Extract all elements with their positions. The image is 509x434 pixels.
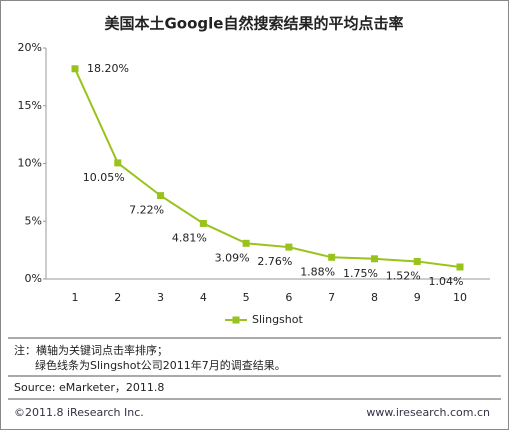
x-tick-label: 9 <box>414 291 421 304</box>
marker <box>370 255 378 263</box>
y-tick-label: 15% <box>18 99 42 112</box>
y-tick-label: 5% <box>25 214 42 227</box>
x-tick-label: 10 <box>453 291 467 304</box>
legend-marker <box>232 316 240 324</box>
marker <box>413 257 421 265</box>
data-label: 1.88% <box>300 265 335 278</box>
x-tick-label: 1 <box>72 291 79 304</box>
chart-title: 美国本土Google自然搜索结果的平均点击率 <box>105 15 404 33</box>
data-label: 3.09% <box>215 251 250 264</box>
data-label: 4.81% <box>172 231 207 244</box>
source: Source: eMarketer，2011.8 <box>14 381 164 394</box>
x-tick-label: 5 <box>243 291 250 304</box>
data-label: 1.52% <box>386 269 421 282</box>
marker <box>157 192 165 200</box>
marker <box>242 239 250 247</box>
y-tick-label: 10% <box>18 157 42 170</box>
data-label: 1.75% <box>343 267 378 280</box>
copyright: ©2011.8 iResearch Inc. <box>14 406 144 419</box>
marker <box>71 65 79 73</box>
marker <box>456 263 464 271</box>
data-label: 18.20% <box>87 62 129 75</box>
y-tick-label: 0% <box>25 272 42 285</box>
x-tick-label: 4 <box>200 291 207 304</box>
url: www.iresearch.com.cn <box>366 406 490 419</box>
data-label: 2.76% <box>257 255 292 268</box>
series-line <box>74 68 461 268</box>
data-label: 10.05% <box>83 171 125 184</box>
note: 注：横轴为关键词点击率排序； <box>14 343 168 357</box>
x-tick-label: 6 <box>285 291 292 304</box>
x-tick-label: 3 <box>157 291 164 304</box>
note: 绿色线条为Slingshot公司2011年7月的调查结果。 <box>35 358 286 372</box>
legend-label: Slingshot <box>252 313 303 326</box>
x-tick-label: 7 <box>328 291 335 304</box>
x-tick-label: 8 <box>371 291 378 304</box>
marker <box>328 253 336 261</box>
x-tick-label: 2 <box>114 291 121 304</box>
marker <box>199 219 207 227</box>
marker <box>114 159 122 167</box>
data-label: 1.04% <box>429 275 464 288</box>
y-tick-label: 20% <box>18 41 42 54</box>
data-label: 7.22% <box>129 204 164 217</box>
marker <box>285 243 293 251</box>
